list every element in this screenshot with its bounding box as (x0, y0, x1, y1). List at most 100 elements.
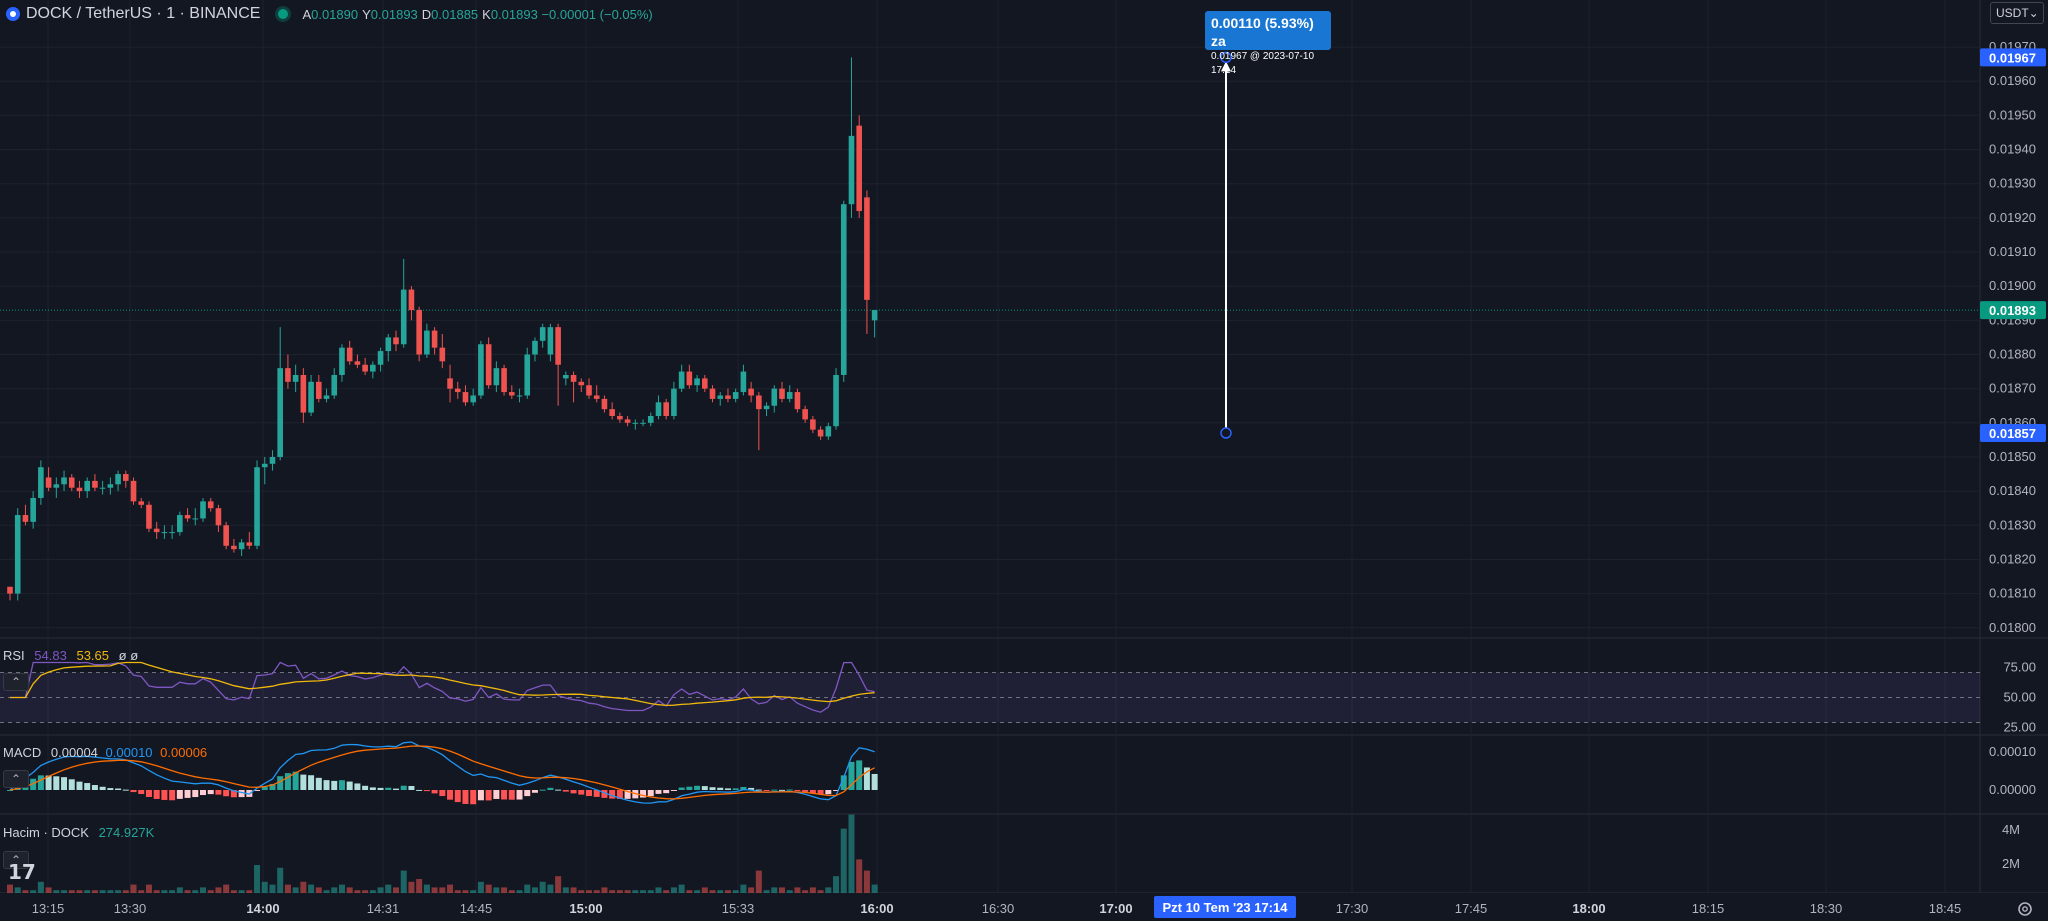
macd-histogram-bar (416, 789, 423, 791)
macd-histogram-bar (346, 781, 353, 790)
macd-histogram-bar (215, 790, 222, 795)
macd-histogram-bar (562, 790, 569, 792)
macd-histogram-bar (694, 785, 701, 790)
macd-histogram-bar (856, 760, 863, 790)
volume-bar (856, 859, 863, 893)
candle-body (509, 392, 515, 396)
candle-body (856, 125, 862, 212)
volume-bar (701, 887, 708, 893)
macd-histogram-bar (338, 780, 345, 790)
volume-bar (439, 887, 446, 893)
candle-body (207, 501, 214, 509)
volume-bar (223, 884, 230, 893)
candle-body (485, 344, 492, 386)
volume-bar (609, 890, 616, 893)
price-tick-label: 0.01950 (1989, 107, 2036, 122)
macd-histogram-bar (670, 790, 677, 791)
macd-histogram-bar (91, 785, 98, 790)
volume-bar (624, 890, 631, 893)
market-status-icon[interactable] (278, 9, 289, 19)
macd-histogram-bar (616, 790, 623, 799)
candle-body (346, 347, 353, 362)
macd-histogram-bar (308, 775, 315, 790)
volume-bar (53, 890, 60, 893)
macd-histogram-bar (207, 790, 214, 795)
price-tick-label: 0.01940 (1989, 142, 2036, 157)
time-axis-label: 15:00 (569, 901, 602, 916)
volume-bar (670, 887, 677, 893)
candle-body (370, 364, 376, 372)
symbol-title[interactable]: DOCK / TetherUS · 1 · BINANCE (26, 5, 261, 22)
volume-bar (14, 887, 21, 893)
candle-body (146, 504, 152, 529)
rsi-collapse-button[interactable]: ⌃ (3, 673, 29, 691)
macd-histogram-bar (115, 788, 122, 790)
rsi-value: 54.83 (34, 648, 67, 663)
volume-bar (338, 884, 345, 893)
volume-bar (802, 890, 809, 893)
price-badge-label: 0.01893 (1989, 303, 2036, 318)
volume-bar (107, 890, 114, 893)
macd-histogram-bar (485, 790, 492, 801)
candle-body (192, 518, 199, 520)
candle-body (92, 480, 98, 488)
rsi-legend[interactable]: RSI 54.83 53.65 ø ø (3, 648, 138, 663)
volume-bar (423, 884, 430, 893)
macd-signal-line (9, 745, 875, 800)
candle-body (7, 586, 13, 594)
macd-histogram-bar (586, 790, 592, 797)
candle-body (732, 392, 739, 399)
tradingview-logo-icon[interactable]: 17 (8, 860, 36, 884)
macd-histogram-bar (84, 783, 91, 790)
candle-body (261, 463, 268, 468)
volume-bar (840, 828, 847, 893)
macd-histogram-bar (99, 786, 106, 790)
volume-bar (616, 890, 623, 893)
candle-body (354, 361, 361, 365)
candle-body (300, 374, 307, 413)
macd-histogram-bar (609, 790, 616, 799)
macd-collapse-button[interactable]: ⌃ (3, 770, 29, 788)
volume-bar (176, 887, 183, 893)
macd-histogram-bar (45, 775, 52, 790)
volume-bar (833, 876, 840, 893)
candle-body (833, 374, 839, 427)
macd-legend[interactable]: MACD 0.00004 0.00010 0.00006 (3, 745, 207, 760)
volume-bar (755, 870, 762, 893)
candle-body (570, 374, 577, 382)
macd-histogram-bar (61, 777, 68, 790)
macd-histogram-bar (192, 790, 199, 798)
candle-body (671, 388, 677, 416)
volume-bar (153, 890, 160, 893)
currency-button[interactable]: USDT ⌄ (1990, 2, 2044, 24)
price-tick-label: 0.01820 (1989, 551, 2036, 566)
volume-bar (269, 884, 276, 893)
candle-body (76, 487, 83, 492)
macd-histogram-bar (122, 789, 129, 791)
macd-histogram-bar (678, 787, 685, 790)
ohlc-low: D0.01885 (421, 6, 479, 22)
candle-body (624, 419, 631, 423)
volume-axis-label: 2M (2002, 856, 2020, 871)
volume-bar (547, 884, 554, 893)
gear-icon[interactable] (2016, 900, 2034, 918)
macd-title: MACD (3, 745, 42, 760)
price-badge (1980, 424, 2046, 443)
volume-bar (501, 887, 508, 893)
candle-body (431, 330, 438, 348)
candle-body (393, 337, 399, 345)
currency-label: USDT (1996, 6, 2029, 20)
volume-bar (601, 887, 608, 893)
volume-bar (416, 879, 423, 893)
macd-histogram-bar (570, 790, 577, 794)
candle-body (725, 395, 731, 399)
volume-legend[interactable]: Hacim · DOCK 274.927K (3, 825, 154, 840)
volume-collapse-button[interactable]: ⌃ (3, 851, 29, 869)
volume-bar (354, 890, 361, 893)
candle-body (323, 395, 330, 399)
macd-histogram-bar (809, 790, 816, 794)
volume-bar (37, 881, 44, 893)
macd-histogram-bar (408, 785, 415, 790)
candle-body (786, 392, 793, 399)
